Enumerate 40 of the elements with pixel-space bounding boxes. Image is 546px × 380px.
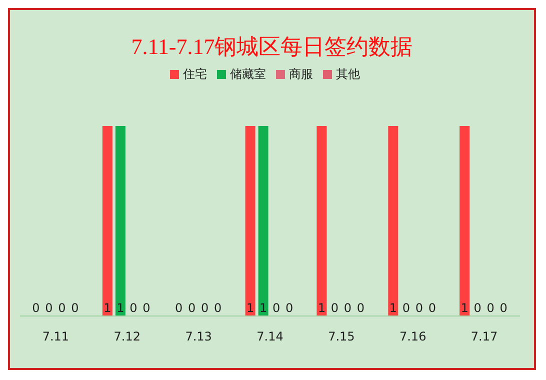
data-label: 0 bbox=[175, 301, 183, 315]
data-label: 1 bbox=[318, 301, 326, 315]
data-label: 0 bbox=[344, 301, 352, 315]
x-tick-label: 7.17 bbox=[470, 330, 498, 344]
x-tick-label: 7.14 bbox=[256, 330, 284, 344]
data-label: 0 bbox=[201, 301, 209, 315]
x-tick-label: 7.15 bbox=[328, 330, 355, 344]
data-label: 0 bbox=[58, 301, 66, 315]
data-label: 1 bbox=[389, 301, 397, 315]
data-label: 0 bbox=[214, 301, 222, 315]
data-label: 0 bbox=[71, 301, 79, 315]
data-label: 0 bbox=[45, 301, 53, 315]
data-label: 1 bbox=[460, 301, 468, 315]
data-label: 0 bbox=[142, 301, 150, 315]
legend-label: 其他 bbox=[336, 67, 360, 81]
x-tick-label: 7.13 bbox=[185, 330, 212, 344]
data-label: 1 bbox=[116, 301, 124, 315]
data-label: 0 bbox=[188, 301, 196, 315]
data-label: 0 bbox=[500, 301, 508, 315]
chart-title: 7.11-7.17钢城区每日签约数据 bbox=[130, 33, 414, 61]
x-tick-label: 7.16 bbox=[400, 330, 426, 344]
data-label: 0 bbox=[272, 301, 280, 315]
legend-label: 储藏室 bbox=[230, 67, 266, 81]
data-label: 0 bbox=[130, 301, 138, 315]
x-tick-label: 7.11 bbox=[42, 330, 70, 344]
data-label: 1 bbox=[104, 301, 112, 315]
legend-label: 住宅 bbox=[183, 67, 207, 81]
data-label: 0 bbox=[415, 301, 423, 315]
data-label: 1 bbox=[246, 301, 254, 315]
data-label: 0 bbox=[356, 301, 365, 315]
data-label: 0 bbox=[428, 301, 436, 315]
x-tick-label: 7.12 bbox=[114, 330, 140, 344]
data-label: 1 bbox=[259, 301, 268, 315]
legend-label: 商服 bbox=[289, 67, 313, 81]
data-label: 0 bbox=[32, 301, 40, 315]
data-label: 0 bbox=[474, 301, 482, 315]
data-label: 0 bbox=[285, 301, 294, 315]
data-label: 0 bbox=[330, 301, 339, 315]
data-label: 0 bbox=[402, 301, 410, 315]
data-label: 0 bbox=[486, 301, 494, 315]
